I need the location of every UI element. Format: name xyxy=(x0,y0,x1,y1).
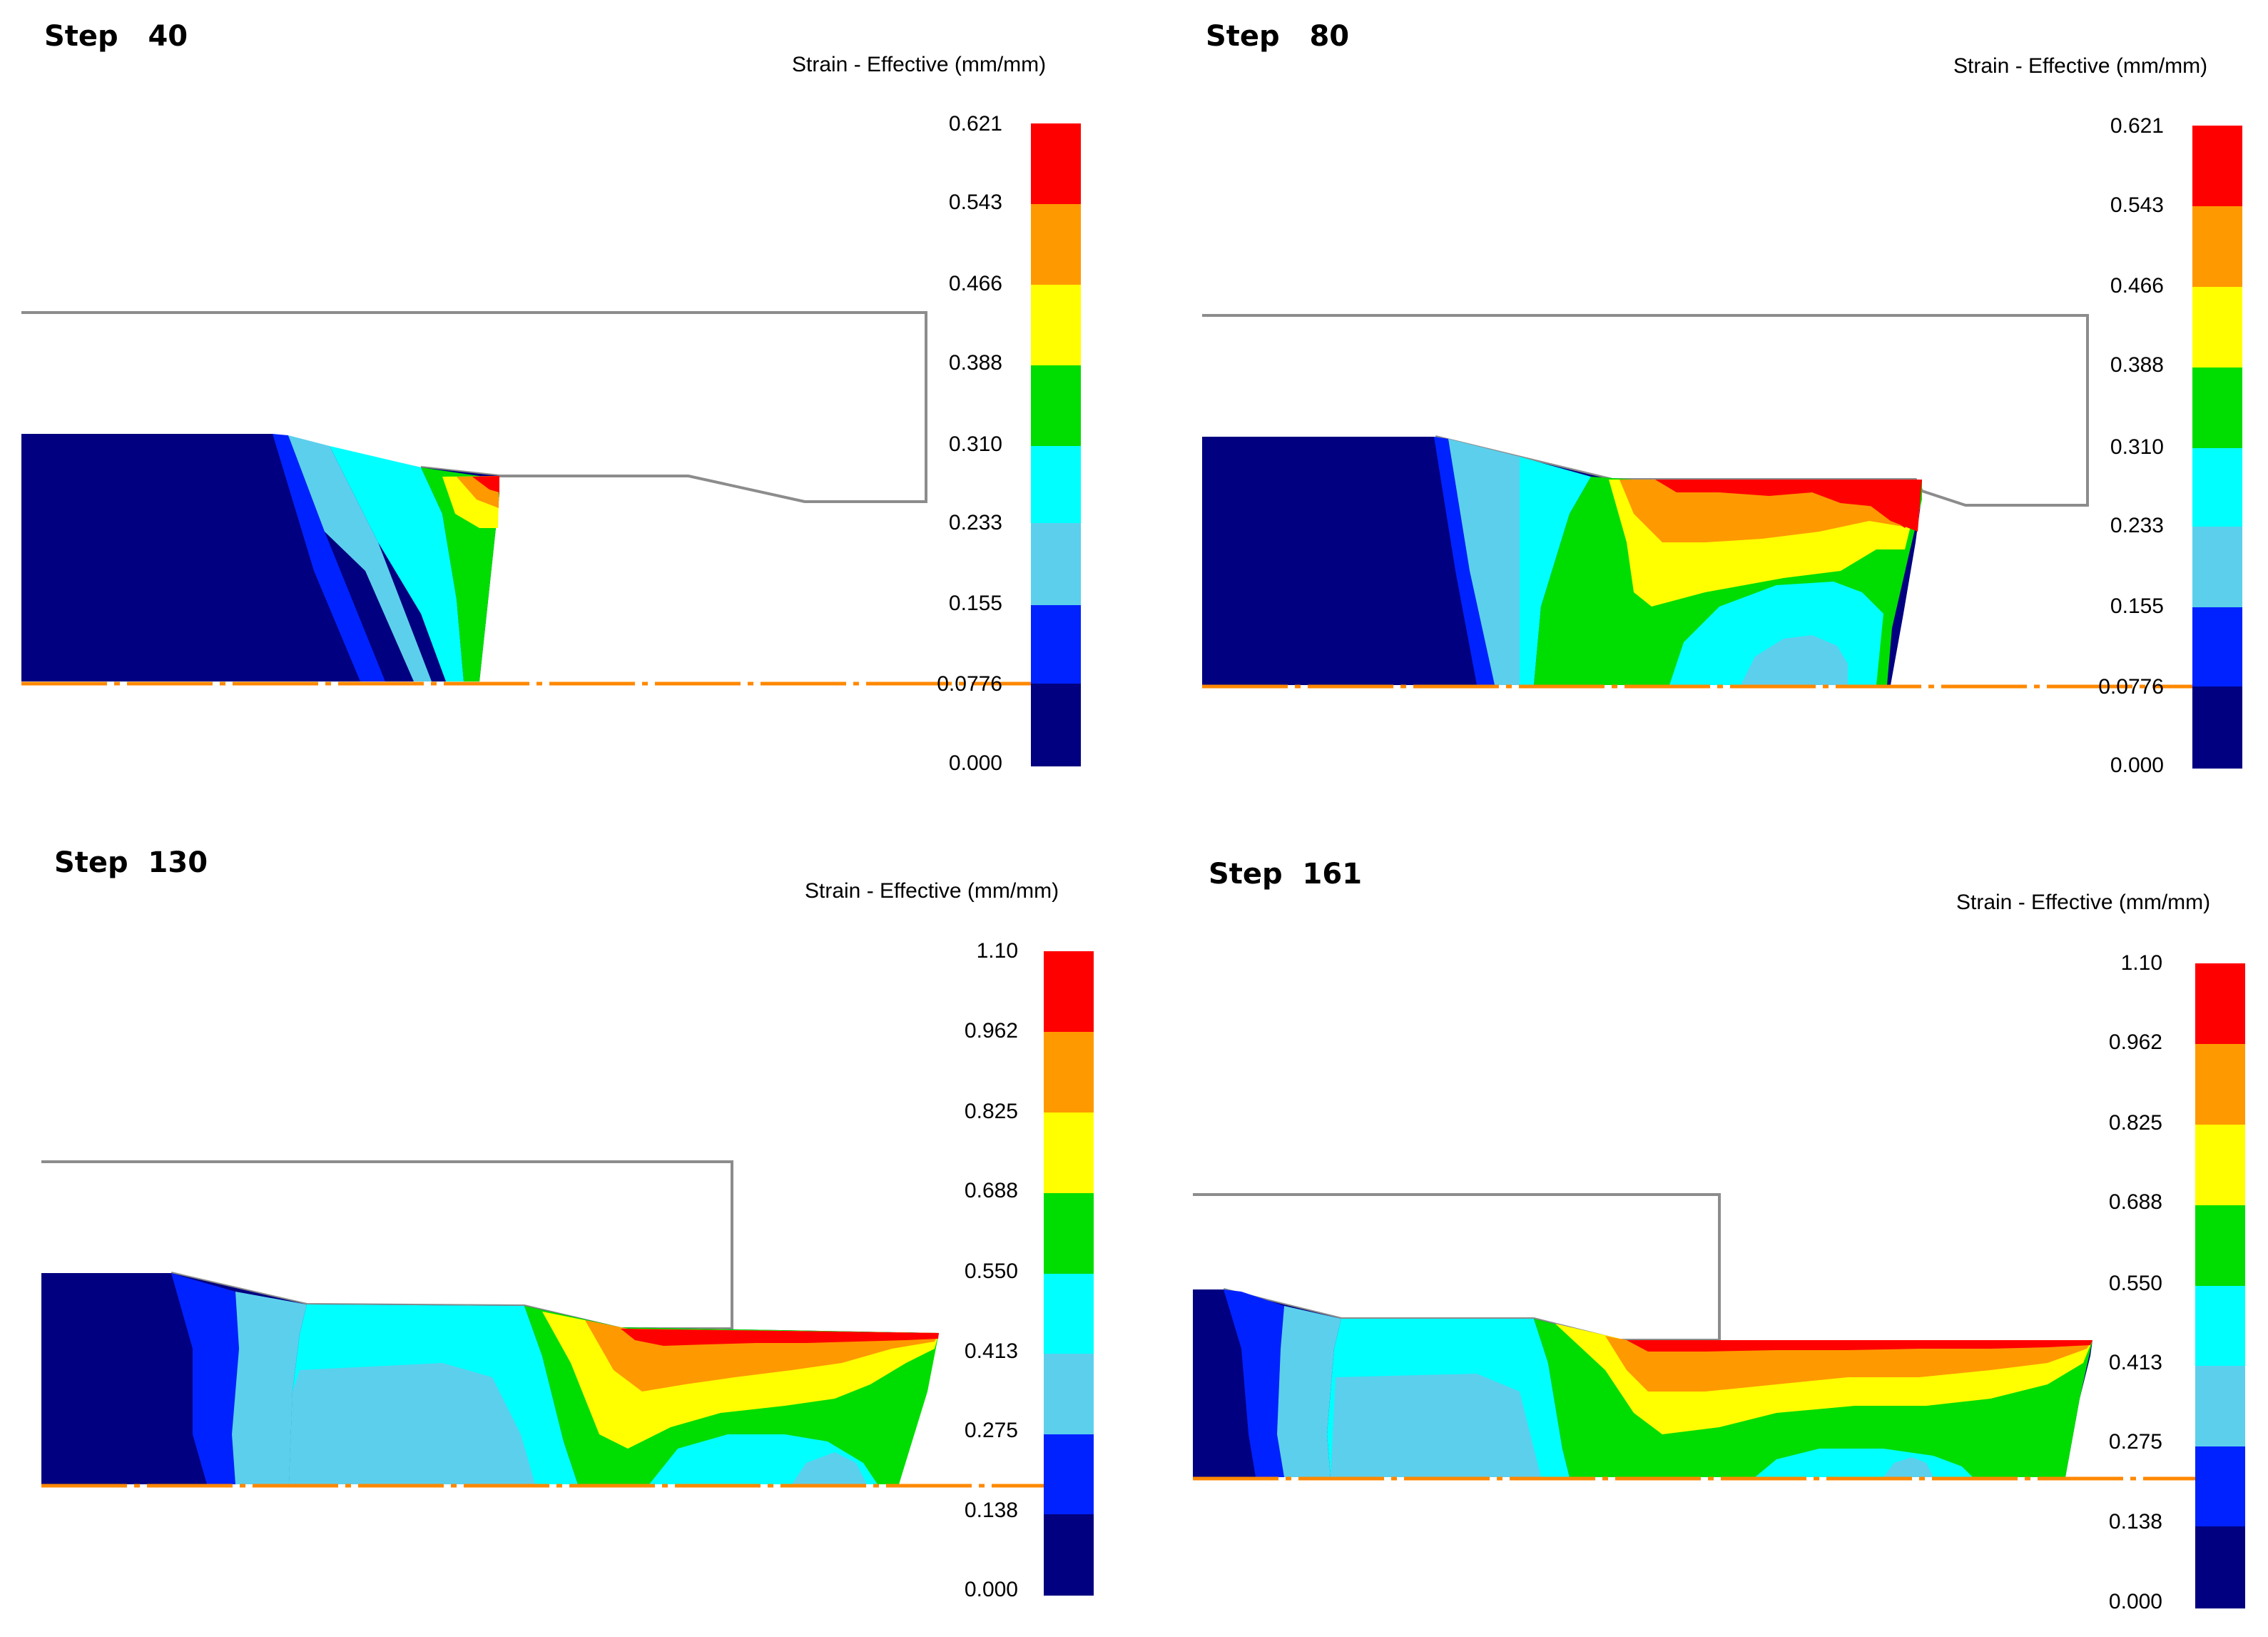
panel-step-130: Step 130 Strain - Effective (mm/mm) xyxy=(0,821,1134,1637)
legend-title: Strain - Effective (mm/mm) xyxy=(805,879,1059,903)
legend-tick: 0.0776 xyxy=(937,672,1002,696)
legend-title: Strain - Effective (mm/mm) xyxy=(1953,54,2208,78)
legend-tick: 0.621 xyxy=(2110,114,2164,138)
strain-contour-plot xyxy=(21,123,1081,766)
panel-step-80: Step 80 Strain - Effective (mm/mm) xyxy=(1134,0,2268,821)
legend-tick: 1.10 xyxy=(2120,951,2162,975)
legend-tick: 0.138 xyxy=(2108,1510,2162,1534)
legend-title: Strain - Effective (mm/mm) xyxy=(1956,891,2211,914)
legend-tick: 0.388 xyxy=(948,351,1002,375)
legend-tick: 0.688 xyxy=(2108,1190,2162,1214)
legend-tick: 0.000 xyxy=(948,751,1002,775)
strain-contour-plot xyxy=(1193,963,2245,1608)
legend-tick: 0.413 xyxy=(964,1339,1018,1363)
legend-tick: 0.825 xyxy=(2108,1111,2162,1135)
panel-step-161: Step 161 Strain - Effective (mm/mm) xyxy=(1134,821,2268,1637)
legend-tick: 0.000 xyxy=(2108,1590,2162,1613)
legend-tick: 0.466 xyxy=(2110,274,2164,298)
legend-tick: 0.543 xyxy=(948,191,1002,214)
legend-tick: 0.233 xyxy=(2110,514,2164,537)
color-legend-bar xyxy=(2195,963,2245,1608)
legend-tick: 0.000 xyxy=(2110,754,2164,777)
legend-tick: 0.688 xyxy=(964,1179,1018,1202)
color-legend-bar xyxy=(2192,126,2242,769)
legend-tick: 0.550 xyxy=(2108,1272,2162,1295)
legend-tick: 0.388 xyxy=(2110,353,2164,377)
legend-tick: 0.155 xyxy=(948,592,1002,615)
legend-tick: 0.962 xyxy=(2108,1030,2162,1054)
legend-tick: 0.0776 xyxy=(2098,675,2164,699)
legend-tick: 0.275 xyxy=(2108,1430,2162,1454)
legend-tick: 0.550 xyxy=(964,1260,1018,1283)
workpiece-contours xyxy=(41,1273,939,1484)
workpiece-contours xyxy=(1193,1289,2092,1477)
legend-tick: 0.155 xyxy=(2110,594,2164,618)
legend-tick: 0.543 xyxy=(2110,193,2164,217)
strain-contour-plot xyxy=(41,951,1094,1596)
legend-tick: 0.310 xyxy=(2110,435,2164,459)
legend-tick: 0.233 xyxy=(948,511,1002,534)
legend-tick: 0.275 xyxy=(964,1419,1018,1442)
legend-tick: 0.138 xyxy=(964,1499,1018,1522)
step-title: Step 80 xyxy=(1206,20,1350,53)
step-title: Step 161 xyxy=(1209,858,1363,891)
legend-tick: 0.000 xyxy=(964,1578,1018,1601)
step-title: Step 40 xyxy=(44,20,188,53)
color-legend-bar xyxy=(1031,123,1081,766)
legend-tick: 0.310 xyxy=(948,432,1002,456)
workpiece-contours xyxy=(21,434,499,681)
workpiece-contours xyxy=(1202,437,1922,685)
color-legend-bar xyxy=(1044,951,1094,1596)
step-title: Step 130 xyxy=(54,846,208,879)
legend-tick: 0.962 xyxy=(964,1019,1018,1043)
legend-title: Strain - Effective (mm/mm) xyxy=(792,53,1047,76)
legend-tick: 0.825 xyxy=(964,1100,1018,1123)
legend-tick: 0.413 xyxy=(2108,1351,2162,1374)
legend-tick: 0.466 xyxy=(948,272,1002,295)
legend-tick: 0.621 xyxy=(948,112,1002,136)
panel-step-40: Step 40 Strain - Effective (mm/mm) xyxy=(0,0,1134,821)
strain-contour-plot xyxy=(1202,126,2242,769)
legend-tick: 1.10 xyxy=(976,939,1018,963)
